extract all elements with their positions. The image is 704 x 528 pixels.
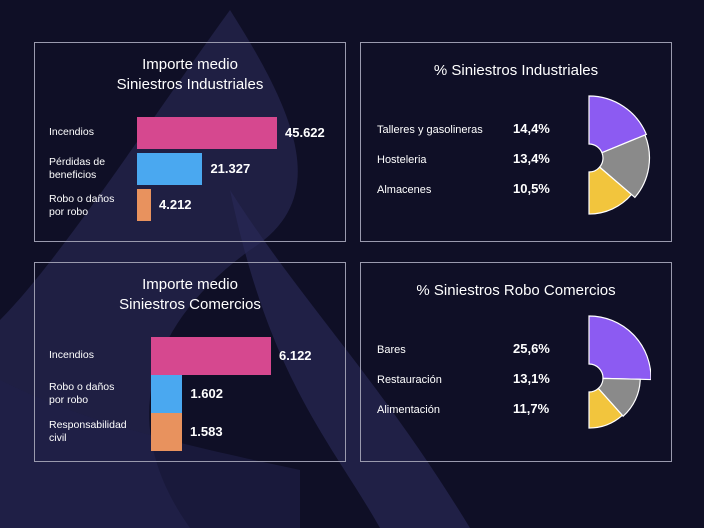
bar-value-label: 4.212 <box>159 197 192 212</box>
bar-value-label: 6.122 <box>279 348 312 363</box>
fan-chart-robo-comercios <box>588 315 651 429</box>
chart-title: % Siniestros Robo Comercios <box>416 282 616 299</box>
pct-row-label: Alimentación <box>377 404 440 416</box>
bar-value-label: 1.583 <box>190 424 223 439</box>
chart-title: % Siniestros Industriales <box>433 62 599 79</box>
bar-label: Incendios <box>49 349 94 361</box>
bar-label: Robo o daños por robo <box>49 381 115 406</box>
bar <box>151 337 271 375</box>
bar <box>151 413 183 451</box>
pct-row-value: 25,6% <box>513 341 550 356</box>
bar <box>137 153 203 185</box>
panel-importe-industriales: Importe medio Siniestros Industriales In… <box>34 42 346 242</box>
pct-row-label: Almacenes <box>377 184 432 196</box>
bar <box>137 117 277 149</box>
pct-row-label: Hosteleria <box>377 154 427 166</box>
bar-value-label: 21.327 <box>210 161 251 176</box>
bar-label: Pérdidas de beneficios <box>49 156 106 181</box>
pct-row-label: Restauración <box>377 374 442 386</box>
pct-row-value: 11,7% <box>513 401 550 416</box>
fan-segment <box>588 166 633 215</box>
pct-row-label: Talleres y gasolineras <box>377 124 483 136</box>
bar-label: Incendios <box>49 126 94 138</box>
chart-title: Importe medio Siniestros Comercios <box>119 276 261 313</box>
bar-value-label: 1.602 <box>190 386 223 401</box>
fan-segment <box>588 315 651 381</box>
bar-value-label: 45.622 <box>285 125 325 140</box>
fan-segment <box>588 95 648 154</box>
pct-row-value: 14,4% <box>513 121 550 136</box>
fan-segment <box>588 387 624 429</box>
pct-row-value: 10,5% <box>513 181 550 196</box>
chart-title: Importe medio Siniestros Industriales <box>116 56 264 93</box>
bar-label: Robo o daños por robo <box>49 193 115 218</box>
panel-importe-comercios: Importe medio Siniestros Comercios Incen… <box>34 262 346 462</box>
fan-segment <box>598 134 651 199</box>
panel-pct-robo-comercios: % Siniestros Robo Comercios Bares 25,6% Re… <box>360 262 672 462</box>
pct-row-value: 13,4% <box>513 151 550 166</box>
pct-row-value: 13,1% <box>513 371 550 386</box>
pct-row-label: Bares <box>377 344 406 356</box>
panel-pct-industriales: % Siniestros Industriales Talleres y gas… <box>360 42 672 242</box>
bar-label: Responsabilidad civil <box>49 419 127 444</box>
fan-chart-industriales <box>588 95 651 215</box>
bar <box>137 189 151 221</box>
fan-segment <box>597 377 641 418</box>
bar <box>151 375 183 413</box>
